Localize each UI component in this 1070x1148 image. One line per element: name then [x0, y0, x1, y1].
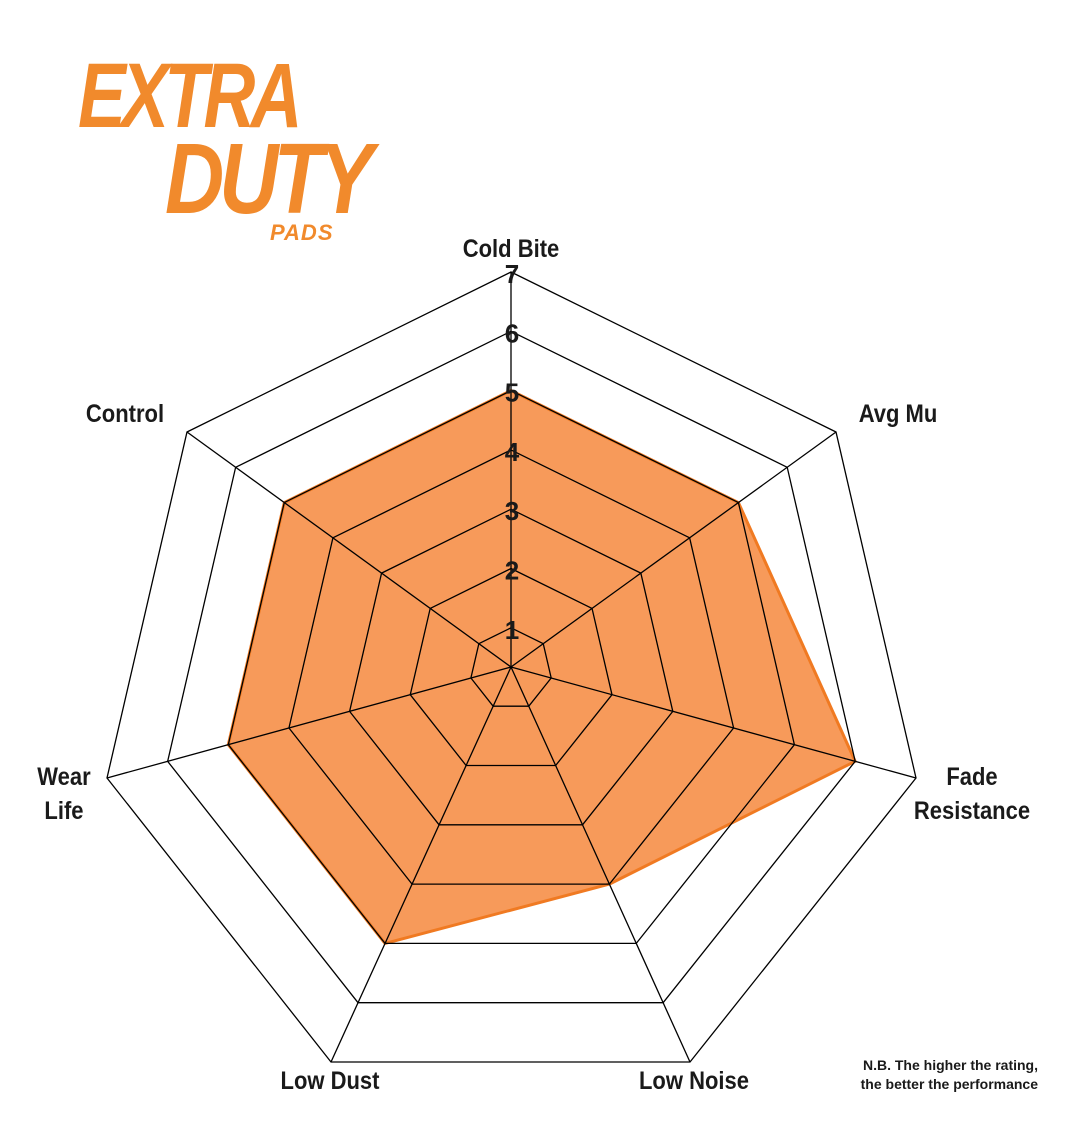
axis-label-wear-life: Wear Life: [37, 763, 91, 825]
logo-line-3: PADS: [270, 220, 334, 245]
tick-label: 7: [505, 259, 519, 289]
axis-spoke: [186, 431, 512, 668]
grid-ring-5: [227, 389, 796, 945]
rating-note: N.B. The higher the rating, the better t…: [861, 1056, 1038, 1094]
axis-label-cold-bite: Cold Bite: [462, 235, 560, 263]
tick-label: 3: [505, 496, 519, 526]
tick-label: 5: [505, 378, 519, 408]
axis-spoke: [330, 666, 512, 1063]
note-line-2: the better the performance: [860, 1076, 1038, 1092]
tick-label: 4: [505, 437, 520, 467]
axis-spoke: [106, 666, 512, 779]
grid-ring-3: [348, 508, 674, 826]
tick-label: 2: [505, 556, 519, 586]
logo-line-2: DUTY: [165, 123, 373, 235]
data-area: [226, 389, 857, 945]
grid-ring-6: [166, 330, 856, 1004]
axis-label-fade-resistance: Fade Resistance: [913, 763, 1031, 825]
grid-ring-4: [288, 449, 735, 885]
note-line-1: N.B. The higher the rating,: [862, 1057, 1038, 1073]
grid-ring-2: [409, 567, 613, 767]
axis-label-control: Control: [85, 400, 165, 428]
tick-label: 1: [505, 615, 519, 645]
axis-spoke: [510, 431, 837, 668]
grid-ring-1: [470, 627, 552, 707]
axis-label-low-noise: Low Noise: [638, 1067, 749, 1095]
tick-label: 6: [505, 318, 519, 348]
axis-label-low-dust: Low Dust: [280, 1067, 380, 1095]
axis-spoke: [510, 666, 917, 779]
axis-label-avg-mu: Avg Mu: [858, 400, 938, 428]
logo-line-1: EXTRA: [78, 45, 302, 147]
axis-spoke: [510, 666, 691, 1063]
grid-ring-7: [106, 271, 917, 1063]
extra-duty-logo: EXTRA DUTY PADS: [70, 45, 390, 252]
